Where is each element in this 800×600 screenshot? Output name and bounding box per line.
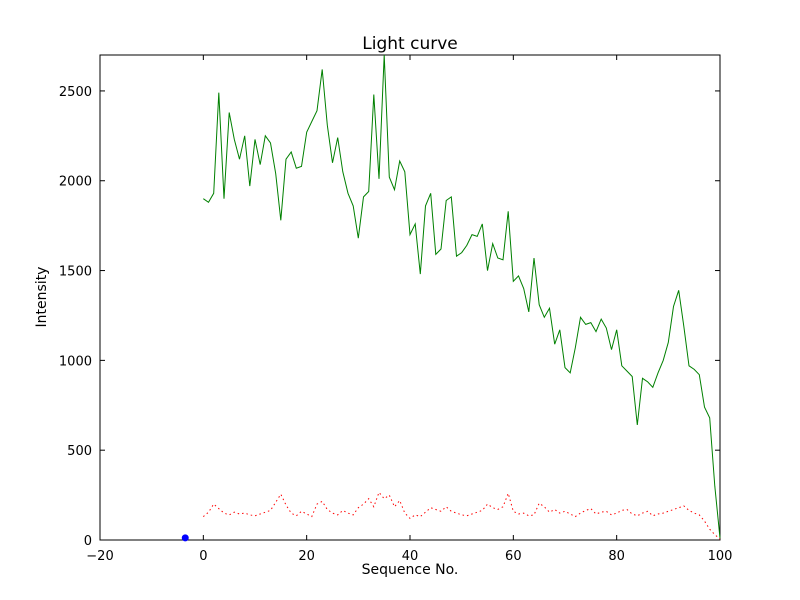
x-tick-label: 80 bbox=[608, 549, 625, 564]
y-tick-label: 2000 bbox=[59, 175, 92, 190]
x-tick-label: 60 bbox=[505, 549, 522, 564]
y-tick-label: 2500 bbox=[59, 85, 92, 100]
background-level-line bbox=[202, 491, 721, 540]
x-tick-label: 20 bbox=[298, 549, 315, 564]
y-tick-label: 500 bbox=[67, 444, 92, 459]
start-marker-point bbox=[181, 534, 189, 542]
x-tick-label: 0 bbox=[199, 549, 207, 564]
x-tick-label: 100 bbox=[708, 549, 733, 564]
x-tick-label: −20 bbox=[86, 549, 113, 564]
chart-title: Light curve bbox=[362, 34, 458, 54]
y-tick-label: 0 bbox=[84, 534, 92, 549]
light-curve-intensity-line bbox=[203, 54, 721, 539]
x-tick-label: 40 bbox=[402, 549, 419, 564]
plot-frame bbox=[99, 54, 721, 541]
x-axis-label: Sequence No. bbox=[361, 562, 459, 578]
y-tick-label: 1000 bbox=[59, 354, 92, 369]
y-tick-label: 1500 bbox=[59, 265, 92, 280]
